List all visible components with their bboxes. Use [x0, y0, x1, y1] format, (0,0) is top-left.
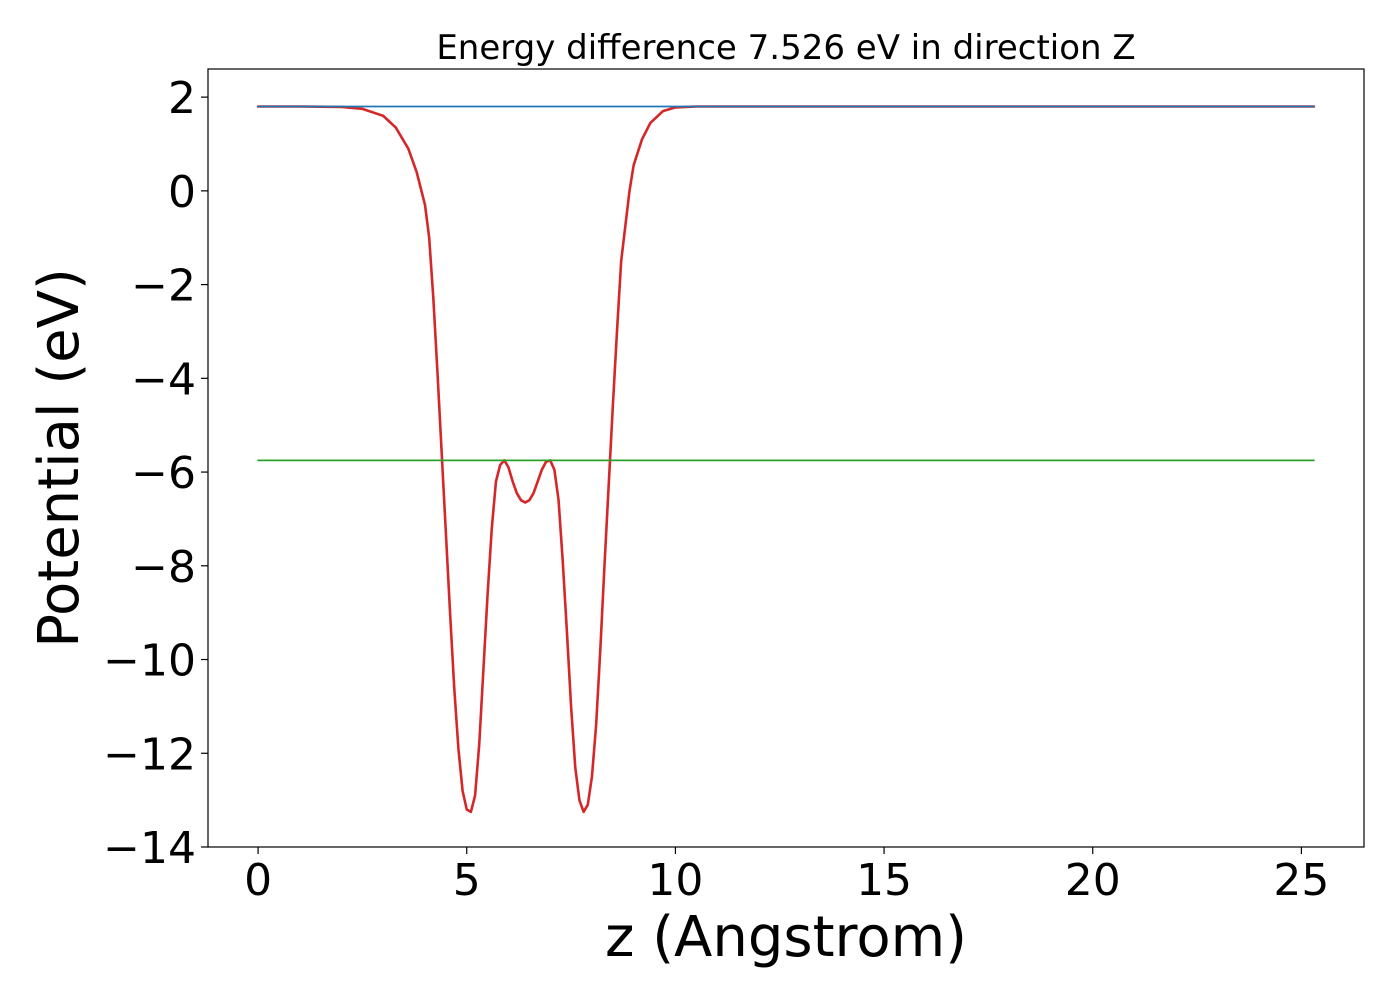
y-tick-label: −12: [103, 729, 196, 780]
y-tick-label: −10: [103, 636, 196, 687]
x-axis-label: z (Angstrom): [605, 905, 967, 970]
y-tick-label: 2: [168, 73, 196, 124]
x-tick-label: 10: [647, 855, 703, 906]
chart-title: Energy difference 7.526 eV in direction …: [436, 28, 1135, 68]
plot-frame: [207, 68, 1365, 848]
y-tick-label: 0: [168, 167, 196, 218]
x-tick-label: 25: [1273, 855, 1329, 906]
series-line-0: [256, 105, 1316, 814]
y-tick-label: −2: [131, 261, 196, 312]
y-tick-label: −4: [131, 354, 196, 405]
x-tick-label: 20: [1065, 855, 1121, 906]
x-tick-label: 15: [856, 855, 912, 906]
x-tick-label: 5: [453, 855, 481, 906]
y-axis-label: Potential (eV): [27, 268, 92, 648]
x-tick-label: 0: [244, 855, 272, 906]
y-tick-label: −8: [131, 542, 196, 593]
y-tick-label: −6: [131, 448, 196, 499]
y-tick-label: −14: [103, 823, 196, 874]
